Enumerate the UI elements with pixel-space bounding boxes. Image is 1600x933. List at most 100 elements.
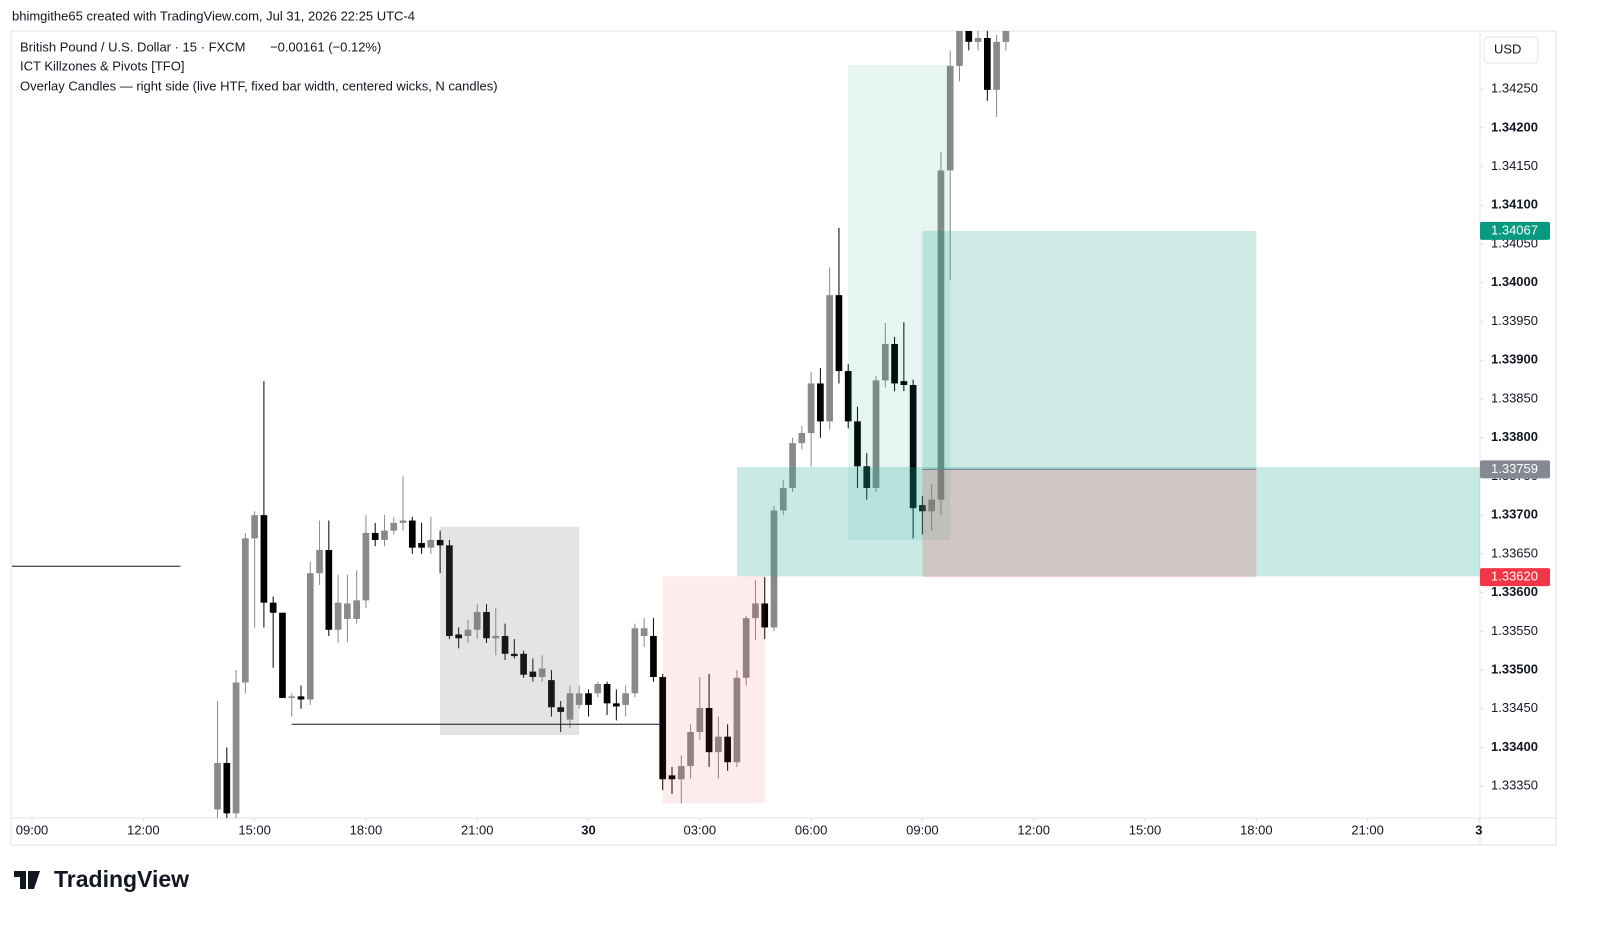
x-tick-label: 06:00 — [795, 822, 828, 837]
candle-body — [715, 736, 722, 753]
candle-body — [956, 31, 963, 66]
candle-body — [501, 635, 509, 654]
x-tick-label: 3 — [1475, 822, 1482, 837]
price-tag — [1480, 221, 1550, 240]
price-tag-label: 1.33620 — [1491, 569, 1538, 584]
candle-body — [260, 515, 268, 603]
y-tick-label: 1.34100 — [1491, 197, 1538, 212]
candle-body — [983, 37, 991, 90]
candle-body — [232, 682, 240, 814]
candle-body — [390, 522, 398, 531]
candle-body — [603, 683, 611, 704]
candle-body — [529, 671, 537, 678]
candle-body — [742, 618, 750, 678]
x-tick-label: 15:00 — [238, 822, 271, 837]
x-tick-label: 21:00 — [1351, 822, 1384, 837]
x-tick-label: 18:00 — [350, 822, 383, 837]
header: bhimgithe65 created with TradingView.com… — [12, 8, 415, 23]
currency[interactable]: USD — [1494, 41, 1521, 56]
y-tick-label: 1.33500 — [1491, 661, 1538, 676]
candle-body — [965, 31, 973, 42]
candle-body — [659, 677, 667, 780]
x-tick-label: 12:00 — [127, 822, 160, 837]
candle-body — [752, 603, 759, 619]
candle-body — [928, 499, 936, 512]
candle-body — [269, 602, 277, 613]
candle-body — [677, 766, 685, 780]
candle-body — [306, 573, 314, 700]
x-tick-label: 30 — [581, 822, 595, 837]
session-zone — [662, 576, 765, 804]
session-zone — [848, 65, 951, 540]
y-tick-label: 1.33350 — [1491, 778, 1538, 793]
candle-body — [705, 708, 713, 753]
x-tick-label: 09:00 — [906, 822, 939, 837]
candle-body — [817, 383, 824, 422]
candle-body — [919, 505, 926, 512]
candle-body — [566, 693, 574, 720]
candle-body — [789, 443, 796, 489]
session-zone — [440, 526, 580, 736]
candle-body — [418, 543, 425, 548]
candle-body — [891, 343, 898, 384]
symbol-title: British Pound / U.S. Dollar · 15 · FXCM — [20, 39, 245, 54]
candle-body — [687, 732, 694, 767]
candle-body — [446, 545, 453, 636]
y-tick-label: 1.33700 — [1491, 507, 1538, 522]
x-tick-label: 18:00 — [1240, 822, 1273, 837]
candle-body — [798, 433, 806, 444]
candle-body — [696, 708, 704, 733]
session-zone — [736, 467, 1480, 577]
candle-body — [900, 381, 908, 385]
candle-body — [993, 41, 1000, 90]
candle-body — [353, 600, 360, 619]
candle-body — [585, 693, 592, 705]
candle-body — [761, 603, 769, 628]
currency-button[interactable] — [1483, 36, 1539, 64]
y-tick-label: 1.33800 — [1491, 429, 1538, 444]
candle-body — [214, 763, 221, 810]
candle-body — [937, 170, 945, 500]
candle-body — [464, 629, 472, 636]
candle-body — [557, 707, 565, 712]
candle-body — [826, 295, 833, 422]
candle-body — [863, 466, 871, 489]
candle-body — [279, 612, 286, 698]
candle-body — [974, 37, 982, 42]
y-tick-label: 1.33850 — [1491, 390, 1538, 405]
candle-body — [381, 530, 388, 540]
x-tick-label: 09:00 — [16, 822, 49, 837]
candle-body — [492, 635, 500, 639]
y-tick-label: 1.33900 — [1491, 352, 1538, 367]
candle-body — [622, 693, 629, 705]
candle-body — [399, 520, 407, 523]
candle-body — [371, 532, 379, 540]
indicator-name: Overlay Candles — right side (live HTF, … — [20, 78, 498, 93]
x-tick-label: 03:00 — [684, 822, 717, 837]
candle-body — [872, 380, 880, 489]
candle-body — [668, 775, 676, 780]
candle-body — [779, 488, 787, 511]
candle-body — [510, 653, 518, 657]
candle-body — [835, 295, 843, 372]
chart-frame — [10, 30, 1557, 846]
candle-body — [473, 611, 481, 630]
candle-body — [334, 602, 342, 630]
candle-body — [242, 538, 249, 683]
position-target — [922, 230, 1257, 470]
candle-body — [408, 520, 416, 548]
x-tick-label: 12:00 — [1017, 822, 1050, 837]
candle-body — [733, 677, 741, 763]
candle-body — [613, 703, 620, 707]
y-tick-label: 1.34200 — [1491, 119, 1538, 134]
indicator-name: ICT Killzones & Pivots [TFO] — [20, 58, 184, 73]
candle-body — [881, 343, 889, 381]
candle-body — [362, 532, 370, 601]
candle-body — [640, 628, 648, 636]
candle-body — [288, 696, 296, 698]
candle-body — [594, 683, 602, 694]
y-tick-label: 1.34250 — [1491, 81, 1538, 96]
candle-body — [854, 421, 861, 467]
candle-body — [223, 763, 231, 814]
price-tag — [1480, 568, 1550, 587]
